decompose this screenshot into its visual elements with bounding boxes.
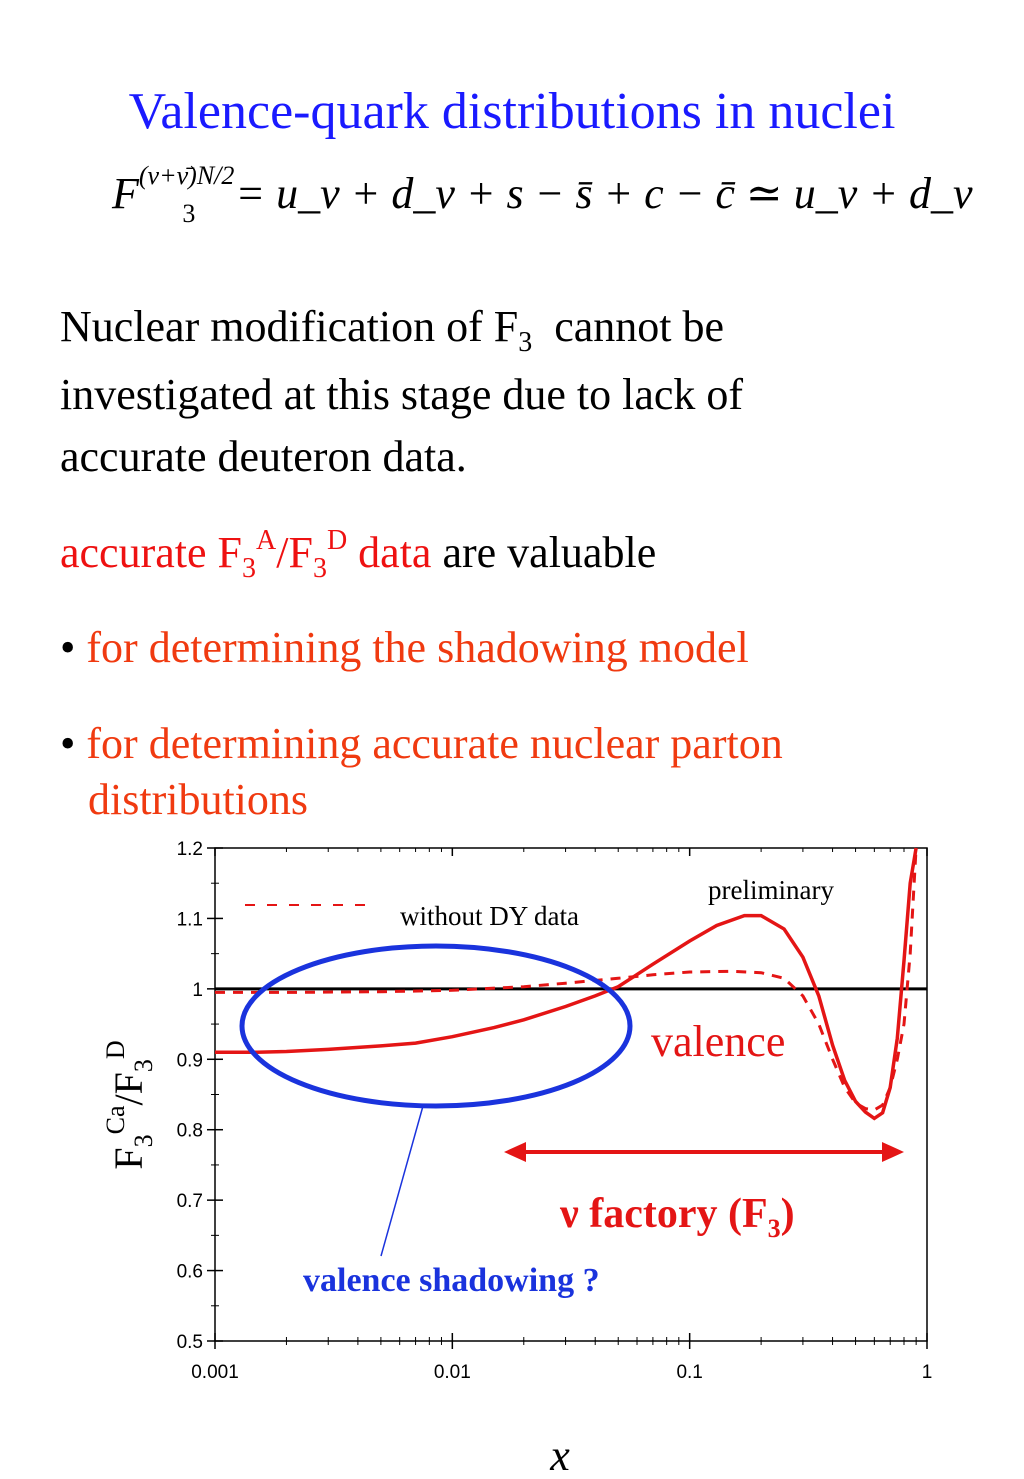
bullet-parton-distributions: • for determining accurate nuclear parto… (60, 716, 990, 828)
bullet2-line2: distributions (88, 775, 309, 824)
formula-lhs-subscript: 3 (182, 199, 196, 228)
ellipse-pointer-line (380, 1105, 424, 1257)
p2-slash: /F (276, 528, 313, 577)
y-axis-label: F3Ca/F3D (101, 1040, 158, 1169)
p2-red-data: data (347, 528, 432, 577)
y-tick-label: 1.1 (177, 909, 203, 930)
svg-text:F3Ca/F3D: F3Ca/F3D (101, 1040, 158, 1169)
valence-label: valence (651, 1017, 785, 1066)
y-tick-label: 0.8 (177, 1121, 203, 1142)
y-tick-label: 0.7 (177, 1191, 203, 1212)
y-tick-label: 0.9 (177, 1050, 203, 1071)
legend-without-dy: without DY data (400, 901, 579, 931)
y-tick-label: 1.2 (177, 839, 203, 860)
factory-arrow (504, 1142, 904, 1162)
formula-lhs-superscript: (ν+ν̄)N/2 (138, 161, 235, 190)
x-tick-label: 0.01 (434, 1362, 471, 1383)
x-tick-label: 1 (922, 1362, 933, 1383)
preliminary-label: preliminary (708, 875, 834, 905)
p2-black-text: are valuable (431, 528, 657, 577)
series-with-dy-data (215, 847, 918, 1121)
formula-lhs-base: F (112, 169, 139, 218)
f3-ratio-chart: 0.5 0.6 0.7 0.8 0.9 1 1.1 1.2 0.001 0.01 0.1 1 with… (101, 839, 933, 1479)
p2-sup1: A (256, 525, 277, 556)
p1-line2: investigated at this stage due to lack o… (60, 370, 744, 419)
bullet-dot: • (60, 623, 76, 672)
x-tick-label: 0.1 (676, 1362, 702, 1383)
valence-shadowing-ellipse (239, 943, 633, 1109)
p2-sub2: 3 (312, 553, 327, 584)
p1-line1-rest: cannot be (532, 302, 725, 351)
bullet2-line1: for determining accurate nuclear parton (86, 719, 783, 768)
p1-line3: accurate deuteron data. (60, 432, 467, 481)
x-axis-label: x (549, 1431, 570, 1479)
formula-rhs: = u_v + d_v + s − s̄ + c − c̄ ≃ u_v + d_… (235, 169, 973, 218)
paragraph-nuclear-modification: Nuclear modification of F3 cannot be inv… (60, 296, 990, 488)
bullet1-text: for determining the shadowing model (86, 623, 749, 672)
p1-line1: Nuclear modification of F (60, 302, 519, 351)
paragraph-accurate-data: accurate F3A/F3D data are valuable (60, 522, 990, 590)
bullet-dot: • (60, 719, 76, 768)
nu-factory-label: ν factory (F3) (559, 1191, 795, 1243)
valence-shadowing-label: valence shadowing ? (303, 1262, 600, 1299)
y-tick-label: 0.5 (177, 1332, 203, 1353)
structure-function-formula: F(ν+ν̄)N/2 3 = u_v + d_v + s − s̄ + c − c̄… (112, 161, 973, 228)
x-tick-label: 0.001 (191, 1362, 239, 1383)
slide-title: Valence-quark distributions in nuclei (128, 83, 896, 140)
chart-ticks: 0.5 0.6 0.7 0.8 0.9 1 1.1 1.2 0.001 0.01 0.1 1 (177, 839, 933, 1383)
y-tick-label: 0.6 (177, 1262, 203, 1283)
p2-sub1: 3 (242, 553, 256, 584)
p2-red-text: accurate F (60, 528, 242, 577)
p1-sub: 3 (518, 327, 533, 358)
p2-sup2: D (326, 525, 348, 556)
bullet-shadowing-model: • for determining the shadowing model (60, 620, 990, 676)
y-tick-label: 1 (192, 980, 203, 1001)
